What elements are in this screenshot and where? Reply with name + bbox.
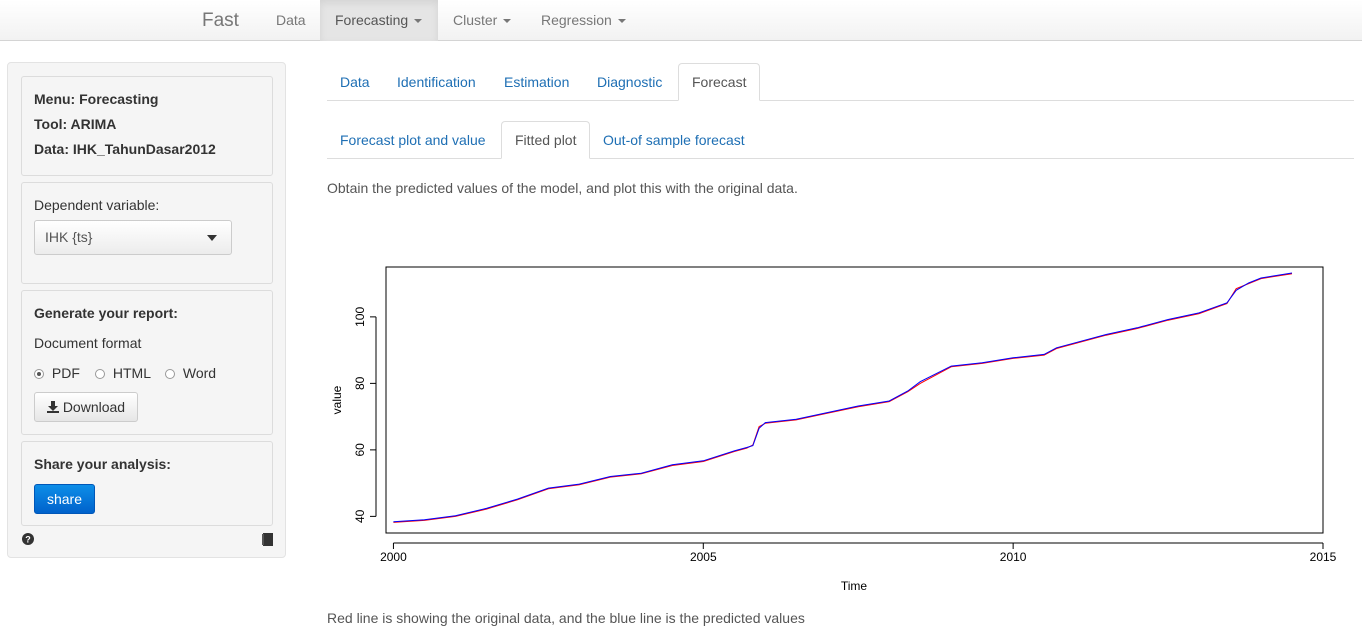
download-button[interactable]: Download — [34, 392, 138, 422]
radio-html[interactable]: HTML — [95, 365, 151, 381]
series-lines — [393, 272, 1293, 523]
x-tick-label: 2010 — [1000, 550, 1027, 564]
dependent-variable-well: Dependent variable: IHK {ts} — [21, 182, 273, 284]
y-tick-label: 60 — [353, 443, 367, 457]
fitted-plot-chart: 2000 2005 2010 2015 40 60 80 100 Time value — [330, 266, 1337, 593]
chevron-down-icon — [503, 19, 512, 24]
x-tick-label: 2015 — [1310, 550, 1337, 564]
share-button[interactable]: share — [34, 484, 95, 514]
report-well: Generate your report: Document format PD… — [21, 290, 273, 435]
info-well: Menu: Forecasting Tool: ARIMA Data: IHK_… — [21, 76, 273, 176]
svg-text:?: ? — [25, 535, 31, 545]
radio-checked-icon — [34, 369, 44, 380]
tab-out-of-sample-forecast[interactable]: Out-of sample forecast — [603, 132, 745, 148]
sidebar-panel: Menu: Forecasting Tool: ARIMA Data: IHK_… — [7, 62, 286, 558]
tab-data[interactable]: Data — [340, 74, 370, 90]
dependent-variable-label: Dependent variable: — [34, 197, 160, 213]
x-axis: 2000 2005 2010 2015 — [380, 542, 1337, 564]
radio-unchecked-icon — [165, 369, 175, 380]
radio-pdf[interactable]: PDF — [34, 365, 80, 381]
y-tick-label: 80 — [353, 376, 367, 390]
top-navbar: Fast Data Forecasting Cluster Regression — [0, 0, 1362, 41]
share-title: Share your analysis: — [34, 456, 171, 472]
document-format-label: Document format — [34, 335, 142, 351]
x-tick-label: 2005 — [690, 550, 717, 564]
brand-title[interactable]: Fast — [202, 10, 239, 31]
chevron-down-icon — [617, 19, 626, 24]
chevron-down-icon — [207, 235, 217, 241]
x-tick-label: 2000 — [380, 550, 407, 564]
tool-info: Tool: ARIMA — [34, 116, 117, 132]
tab-fitted-plot[interactable]: Fitted plot — [501, 121, 591, 159]
tab-diagnostic[interactable]: Diagnostic — [597, 74, 663, 90]
y-tick-label: 40 — [353, 509, 367, 523]
chevron-down-icon — [414, 19, 423, 24]
nav-item-cluster[interactable]: Cluster — [438, 0, 526, 41]
tab-identification[interactable]: Identification — [397, 74, 476, 90]
nav-item-data[interactable]: Data — [276, 12, 306, 28]
description-top: Obtain the predicted values of the model… — [327, 180, 798, 196]
nav-item-regression[interactable]: Regression — [526, 0, 641, 41]
download-icon — [46, 401, 59, 413]
menu-info: Menu: Forecasting — [34, 91, 159, 107]
book-icon[interactable] — [262, 533, 273, 546]
predicted-values-line — [393, 272, 1293, 523]
data-info: Data: IHK_TahunDasar2012 — [34, 141, 216, 157]
original-data-line — [393, 273, 1293, 523]
main-tabs: Data Identification Estimation Diagnosti… — [327, 62, 1354, 101]
plot-area-frame — [385, 266, 1324, 534]
help-icon[interactable]: ? — [22, 533, 34, 545]
x-axis-label: Time — [841, 579, 868, 593]
y-axis-label: value — [330, 385, 344, 414]
share-well: Share your analysis: share — [21, 441, 273, 526]
nav-item-forecasting[interactable]: Forecasting — [320, 0, 438, 41]
tab-forecast[interactable]: Forecast — [678, 63, 761, 101]
y-tick-label: 100 — [353, 307, 367, 327]
radio-word[interactable]: Word — [165, 365, 216, 381]
y-axis: 40 60 80 100 — [353, 307, 377, 523]
report-title: Generate your report: — [34, 305, 178, 321]
radio-unchecked-icon — [95, 369, 105, 380]
tab-estimation[interactable]: Estimation — [504, 74, 570, 90]
sub-tabs: Forecast plot and value Fitted plot Out-… — [327, 120, 1354, 159]
tab-forecast-plot-and-value[interactable]: Forecast plot and value — [340, 132, 486, 148]
description-bottom: Red line is showing the original data, a… — [327, 610, 805, 626]
dependent-variable-select[interactable]: IHK {ts} — [34, 220, 232, 255]
